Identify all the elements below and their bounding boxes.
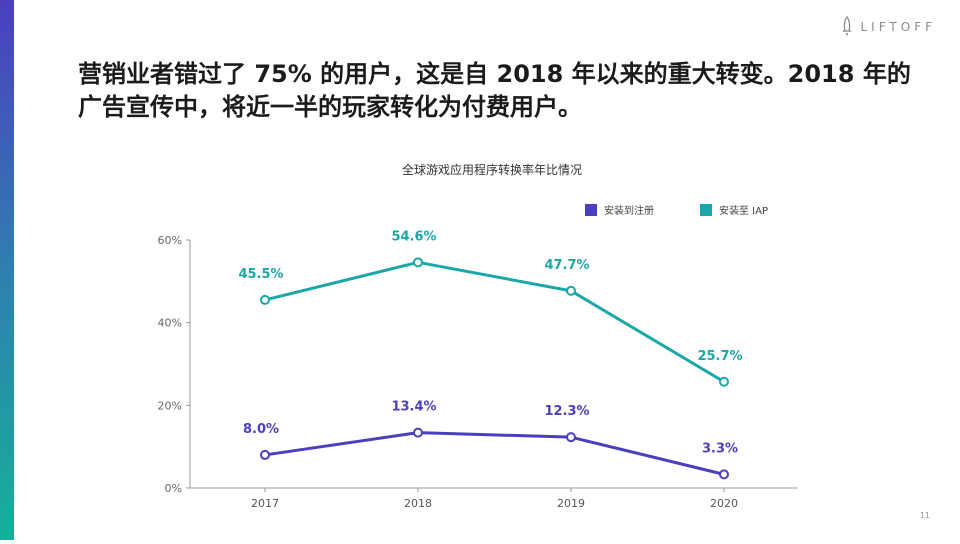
liftoff-logo: LIFTOFF — [841, 16, 937, 38]
series-line — [263, 260, 726, 384]
data-label: 54.6% — [391, 229, 436, 244]
accent-bar — [0, 0, 14, 540]
series-1: 8.0% 13.4% 12.3% 3.3% — [243, 400, 738, 480]
page-title: 营销业者错过了 75% 的用户，这是自 2018 年以来的重大转变。2018 年… — [78, 60, 911, 121]
data-point — [566, 432, 576, 443]
y-tick-label: 20% — [158, 399, 182, 412]
data-label: 8.0% — [243, 422, 279, 437]
legend-item: 安装到注册 — [585, 204, 654, 217]
legend-label: 安装到注册 — [604, 204, 654, 217]
legend-swatch — [585, 204, 597, 216]
data-label: 47.7% — [544, 258, 589, 273]
y-tick-label: 60% — [158, 234, 182, 247]
logo-text: LIFTOFF — [860, 20, 936, 34]
chart-legend: 安装到注册 安装至 IAP — [585, 204, 768, 217]
legend-swatch — [700, 204, 712, 216]
data-label: 45.5% — [238, 267, 283, 282]
data-point — [413, 257, 423, 268]
data-point — [566, 285, 576, 296]
chart-axes: 0% 20% 40% 60% 2017 2018 2019 2020 — [158, 234, 798, 510]
data-label: 3.3% — [702, 441, 738, 456]
x-tick-label: 2017 — [251, 497, 279, 510]
data-label: 25.7% — [697, 349, 742, 364]
data-point — [719, 469, 729, 480]
data-label: 13.4% — [391, 400, 436, 415]
series-2: 45.5% 54.6% 47.7% 25.7% — [238, 229, 743, 387]
rocket-icon — [842, 16, 851, 37]
page-number: 11 — [919, 511, 930, 520]
data-label: 12.3% — [544, 404, 589, 419]
y-tick-label: 0% — [165, 482, 182, 495]
chart-title: 全球游戏应用程序转换率年比情况 — [402, 162, 582, 177]
legend-item: 安装至 IAP — [700, 204, 768, 217]
chart-series: 8.0% 13.4% 12.3% 3.3% 45.5% 54.6% 47.7% 25.7% — [238, 229, 743, 480]
data-point — [260, 449, 270, 460]
data-point — [413, 427, 423, 438]
legend-label: 安装至 IAP — [719, 204, 768, 217]
x-tick-label: 2019 — [557, 497, 585, 510]
x-tick-label: 2018 — [404, 497, 432, 510]
data-point — [260, 294, 270, 305]
x-tick-label: 2020 — [710, 497, 738, 510]
series-line — [263, 431, 726, 476]
y-tick-label: 40% — [158, 317, 182, 330]
data-point — [719, 376, 729, 387]
